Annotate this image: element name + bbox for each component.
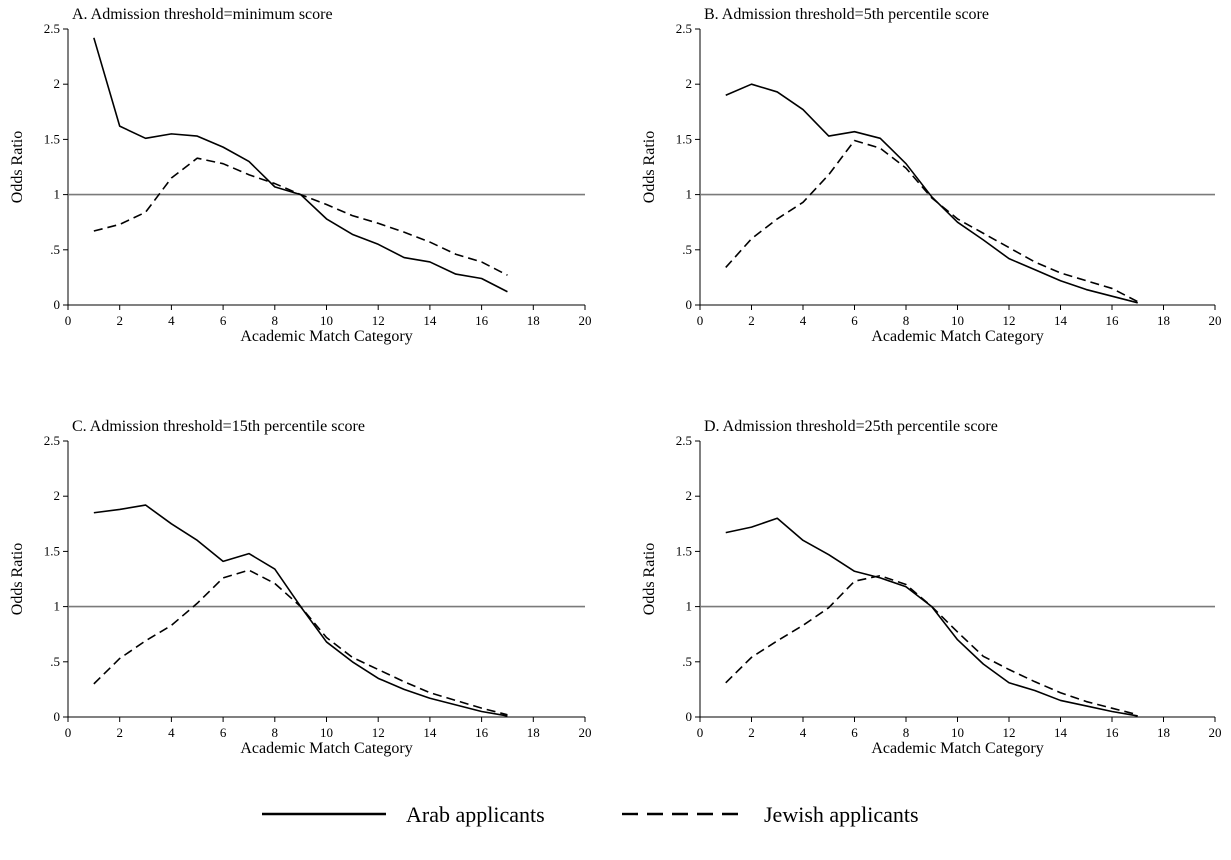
chart-d-xtick-label: 12 <box>1003 725 1016 740</box>
chart-a-xtick-label: 8 <box>272 313 279 328</box>
chart-d-title: D. Admission threshold=25th percentile s… <box>704 418 998 435</box>
chart-a-xtick-label: 14 <box>423 313 437 328</box>
chart-b-ytick-label: .5 <box>682 242 692 257</box>
chart-d-ytick-label: 1 <box>686 599 693 614</box>
legend: Arab applicants Jewish applicants <box>262 802 919 827</box>
chart-b-ytick-label: 1 <box>686 187 693 202</box>
chart-a-y-axis-title: Odds Ratio <box>9 131 26 203</box>
chart-a-series-arab <box>93 37 508 293</box>
chart-c-ytick-label: 0 <box>54 709 61 724</box>
chart-d-y-axis-title: Odds Ratio <box>641 543 658 615</box>
chart-c-ytick-label: 2 <box>54 488 61 503</box>
chart-c-xtick-label: 12 <box>372 725 385 740</box>
chart-a-xtick-label: 12 <box>372 313 385 328</box>
chart-c-xtick-label: 6 <box>220 725 227 740</box>
chart-d-xtick-label: 10 <box>951 725 964 740</box>
chart-b-ytick-label: 0 <box>686 297 693 312</box>
chart-a-ytick-label: 1 <box>54 187 61 202</box>
chart-c-ytick-label: 2.5 <box>44 433 60 448</box>
chart-a-xtick-label: 6 <box>220 313 227 328</box>
chart-d-xtick-label: 14 <box>1054 725 1068 740</box>
chart-d: D. Admission threshold=25th percentile s… <box>641 418 1222 757</box>
chart-d-series-jewish <box>725 574 1138 716</box>
chart-d-xtick-label: 20 <box>1209 725 1222 740</box>
chart-b-xtick-label: 14 <box>1054 313 1068 328</box>
panels-group: A. Admission threshold=minimum score 0 .5 1… <box>9 6 1222 757</box>
chart-a: A. Admission threshold=minimum score 0 .5 1… <box>9 6 592 345</box>
chart-c-title: C. Admission threshold=15th percentile s… <box>72 418 365 435</box>
chart-c-xtick-label: 16 <box>475 725 489 740</box>
legend-label-arab: Arab applicants <box>406 802 545 827</box>
chart-b-title: B. Admission threshold=5th percentile sc… <box>704 6 989 23</box>
chart-c: C. Admission threshold=15th percentile s… <box>9 418 592 757</box>
chart-b-xtick-label: 10 <box>951 313 964 328</box>
chart-d-xtick-label: 4 <box>800 725 807 740</box>
chart-c-x-axis-title: Academic Match Category <box>240 740 412 757</box>
chart-b-xtick-label: 20 <box>1209 313 1222 328</box>
chart-b-xtick-label: 12 <box>1003 313 1016 328</box>
chart-a-xtick-label: 20 <box>579 313 592 328</box>
chart-c-series-arab <box>93 504 508 717</box>
chart-d-xtick-label: 18 <box>1157 725 1170 740</box>
chart-c-series-jewish <box>93 569 508 716</box>
chart-c-xtick-label: 8 <box>272 725 279 740</box>
chart-c-xtick-label: 2 <box>116 725 123 740</box>
chart-b-series-arab <box>725 83 1138 304</box>
chart-b-x-axis-title: Academic Match Category <box>871 328 1043 345</box>
chart-a-ytick-label: 2.5 <box>44 21 60 36</box>
chart-d-xtick-label: 6 <box>851 725 858 740</box>
chart-a-ytick-label: 0 <box>54 297 61 312</box>
chart-b: B. Admission threshold=5th percentile sc… <box>641 6 1222 345</box>
chart-c-ytick-label: 1 <box>54 599 61 614</box>
chart-a-series-jewish <box>93 157 508 276</box>
chart-d-xtick-label: 0 <box>697 725 704 740</box>
chart-c-ytick-label: 1.5 <box>44 543 60 558</box>
chart-c-xtick-label: 14 <box>423 725 437 740</box>
chart-c-xtick-label: 10 <box>320 725 333 740</box>
chart-b-xtick-label: 0 <box>697 313 704 328</box>
chart-a-xtick-label: 10 <box>320 313 333 328</box>
chart-b-ytick-label: 2.5 <box>676 21 692 36</box>
chart-b-xtick-label: 8 <box>903 313 910 328</box>
chart-d-xtick-label: 2 <box>748 725 755 740</box>
chart-c-xtick-label: 20 <box>579 725 592 740</box>
chart-a-xtick-label: 4 <box>168 313 175 328</box>
chart-d-ytick-label: 2.5 <box>676 433 692 448</box>
chart-d-ytick-label: 2 <box>686 488 693 503</box>
chart-b-ytick-label: 1.5 <box>676 131 692 146</box>
chart-b-y-axis-title: Odds Ratio <box>641 131 658 203</box>
chart-c-xtick-label: 4 <box>168 725 175 740</box>
chart-b-ytick-label: 2 <box>686 76 693 91</box>
chart-b-xtick-label: 2 <box>748 313 755 328</box>
chart-c-y-axis-title: Odds Ratio <box>9 543 26 615</box>
chart-a-ytick-label: 1.5 <box>44 131 60 146</box>
chart-c-ytick-label: .5 <box>50 654 60 669</box>
chart-a-x-axis-title: Academic Match Category <box>240 328 412 345</box>
chart-a-ytick-label: .5 <box>50 242 60 257</box>
chart-b-xtick-label: 6 <box>851 313 858 328</box>
legend-label-jewish: Jewish applicants <box>764 802 919 827</box>
chart-d-ytick-label: 0 <box>686 709 693 724</box>
chart-a-xtick-label: 2 <box>116 313 123 328</box>
chart-c-xtick-label: 0 <box>65 725 72 740</box>
chart-d-xtick-label: 8 <box>903 725 910 740</box>
chart-d-xtick-label: 16 <box>1106 725 1120 740</box>
chart-d-x-axis-title: Academic Match Category <box>871 740 1043 757</box>
chart-b-series-jewish <box>725 139 1139 303</box>
chart-c-xtick-label: 18 <box>527 725 540 740</box>
chart-b-xtick-label: 4 <box>800 313 807 328</box>
chart-a-xtick-label: 18 <box>527 313 540 328</box>
chart-a-xtick-label: 16 <box>475 313 489 328</box>
chart-b-xtick-label: 18 <box>1157 313 1170 328</box>
chart-d-series-arab <box>725 517 1138 717</box>
chart-a-xtick-label: 0 <box>65 313 72 328</box>
chart-d-ytick-label: .5 <box>682 654 692 669</box>
chart-a-title: A. Admission threshold=minimum score <box>72 6 333 23</box>
chart-a-ytick-label: 2 <box>54 76 61 91</box>
chart-d-ytick-label: 1.5 <box>676 543 692 558</box>
chart-b-xtick-label: 16 <box>1106 313 1120 328</box>
